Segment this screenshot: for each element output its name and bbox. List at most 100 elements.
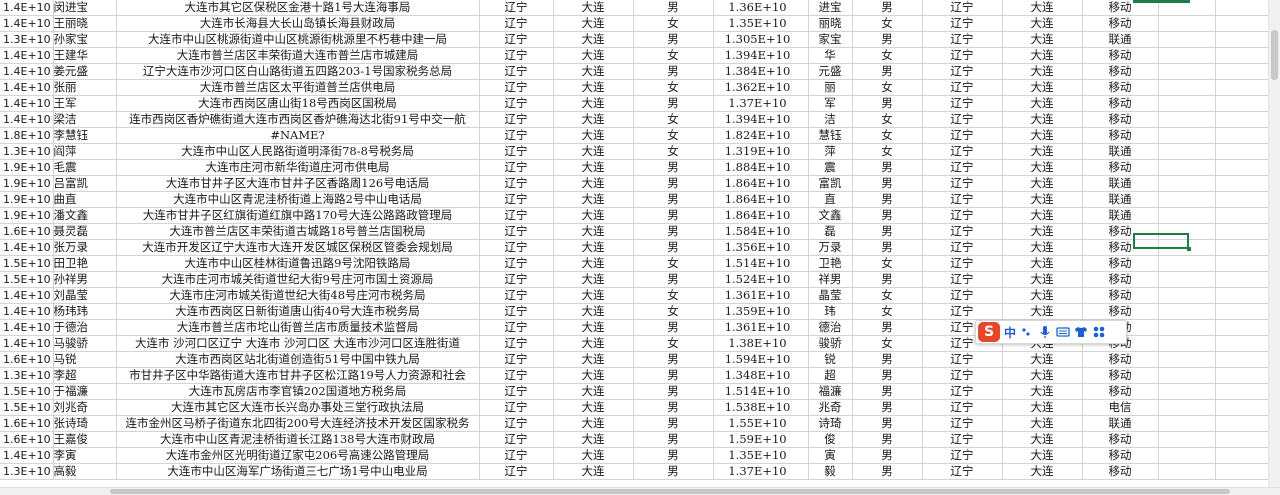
cell[interactable]: 移动 xyxy=(1082,15,1159,32)
cell[interactable]: 大连 xyxy=(1002,143,1083,160)
cell[interactable]: 男 xyxy=(633,463,714,480)
cell[interactable]: 大连市庄河市城关街道世纪大街9号庄河市国土资源局 xyxy=(116,271,480,288)
cell[interactable]: 女 xyxy=(633,79,714,96)
cell[interactable]: 辽宁 xyxy=(922,127,1003,144)
cell[interactable]: 女 xyxy=(633,15,714,32)
cell[interactable]: 晶莹 xyxy=(808,287,853,304)
cell[interactable]: 大连 xyxy=(553,383,634,400)
cell[interactable] xyxy=(1158,463,1216,480)
cell[interactable]: 女 xyxy=(633,143,714,160)
cell[interactable]: 辽宁 xyxy=(479,175,554,192)
cell[interactable]: 1.35E+10 xyxy=(713,447,809,464)
cell[interactable]: 吕富凯 xyxy=(53,175,117,192)
cell[interactable]: 移动 xyxy=(1082,79,1159,96)
cell[interactable]: 大连 xyxy=(553,111,634,128)
cell[interactable]: 移动 xyxy=(1082,223,1159,240)
cell[interactable]: 1.59E+10 xyxy=(713,431,809,448)
cell[interactable]: 1.5E+10 xyxy=(0,255,54,272)
cell[interactable]: 男 xyxy=(633,239,714,256)
cell[interactable]: 辽宁 xyxy=(922,367,1003,384)
cell[interactable]: 辽宁 xyxy=(479,95,554,112)
cell[interactable]: 辽宁 xyxy=(922,175,1003,192)
cell[interactable]: 辽宁 xyxy=(479,0,554,16)
cell[interactable]: 男 xyxy=(633,175,714,192)
cell[interactable]: 女 xyxy=(633,47,714,64)
cell[interactable]: 1.6E+10 xyxy=(0,431,54,448)
cell[interactable]: 1.362E+10 xyxy=(713,79,809,96)
cell[interactable]: 1.824E+10 xyxy=(713,127,809,144)
cell[interactable]: 大连 xyxy=(1002,31,1083,48)
cell[interactable] xyxy=(1158,415,1216,432)
cell[interactable]: 元盛 xyxy=(808,63,853,80)
cell[interactable]: 辽宁 xyxy=(479,463,554,480)
cell[interactable]: 辽宁 xyxy=(922,143,1003,160)
cell[interactable]: 大连 xyxy=(1002,127,1083,144)
cell[interactable]: 大连 xyxy=(553,431,634,448)
cell[interactable] xyxy=(1158,207,1216,224)
cell[interactable]: 辽宁 xyxy=(922,239,1003,256)
cell[interactable]: 连市西岗区香炉礁街道大连市西岗区香炉礁海达北街91号中交一航 xyxy=(116,111,480,128)
cell[interactable]: 大连 xyxy=(553,95,634,112)
cell[interactable]: 辽宁 xyxy=(479,367,554,384)
cell[interactable]: 1.514E+10 xyxy=(713,383,809,400)
cell[interactable]: 辽宁 xyxy=(479,191,554,208)
cell[interactable]: 大连 xyxy=(1002,367,1083,384)
cell[interactable]: 1.4E+10 xyxy=(0,303,54,320)
cell[interactable]: 辽宁 xyxy=(479,47,554,64)
cell[interactable]: 男 xyxy=(852,383,923,400)
cell[interactable]: 辽宁 xyxy=(479,79,554,96)
cell[interactable] xyxy=(1158,143,1216,160)
cell[interactable]: 阎萍 xyxy=(53,143,117,160)
cell[interactable]: 大连 xyxy=(553,335,634,352)
cell[interactable]: 大连 xyxy=(1002,79,1083,96)
cell[interactable]: 1.9E+10 xyxy=(0,207,54,224)
cell[interactable]: 大连 xyxy=(553,15,634,32)
cell[interactable]: 联通 xyxy=(1082,175,1159,192)
cell[interactable]: 男 xyxy=(633,63,714,80)
cell[interactable]: 大连 xyxy=(553,447,634,464)
cell[interactable]: 寅 xyxy=(808,447,853,464)
cell[interactable] xyxy=(1158,0,1216,16)
cell[interactable]: 1.361E+10 xyxy=(713,319,809,336)
cell[interactable]: 男 xyxy=(633,431,714,448)
cell[interactable]: 丽晓 xyxy=(808,15,853,32)
cell[interactable]: 辽宁 xyxy=(479,111,554,128)
cell[interactable] xyxy=(1158,271,1216,288)
cell[interactable]: 王丽晓 xyxy=(53,15,117,32)
cell[interactable]: 联通 xyxy=(1082,143,1159,160)
cell[interactable]: 1.4E+10 xyxy=(0,95,54,112)
cell[interactable]: 1.4E+10 xyxy=(0,287,54,304)
cell[interactable]: 震 xyxy=(808,159,853,176)
cell[interactable]: 大连 xyxy=(553,31,634,48)
cell[interactable]: 慧钰 xyxy=(808,127,853,144)
cell[interactable]: 1.5E+10 xyxy=(0,271,54,288)
cell[interactable]: 1.4E+10 xyxy=(0,63,54,80)
cell[interactable]: 移动 xyxy=(1082,303,1159,320)
cell[interactable] xyxy=(1158,95,1216,112)
cell[interactable]: 辽宁 xyxy=(479,207,554,224)
cell[interactable]: 辽宁 xyxy=(922,383,1003,400)
cell[interactable]: 军 xyxy=(808,95,853,112)
cell[interactable]: 大连 xyxy=(553,79,634,96)
cell[interactable]: 移动 xyxy=(1082,431,1159,448)
cell[interactable]: 男 xyxy=(852,271,923,288)
cell[interactable]: 大连 xyxy=(1002,207,1083,224)
cell[interactable]: 男 xyxy=(633,31,714,48)
cell[interactable]: 1.359E+10 xyxy=(713,303,809,320)
cell[interactable]: 大连 xyxy=(1002,463,1083,480)
cell[interactable]: 辽宁 xyxy=(922,255,1003,272)
cell[interactable]: 马锐 xyxy=(53,351,117,368)
cell[interactable] xyxy=(1158,351,1216,368)
cell[interactable]: 移动 xyxy=(1082,271,1159,288)
cell[interactable]: 1.864E+10 xyxy=(713,191,809,208)
cell[interactable] xyxy=(1158,367,1216,384)
cell[interactable]: 移动 xyxy=(1082,255,1159,272)
cell[interactable] xyxy=(1158,127,1216,144)
cell[interactable]: 辽宁 xyxy=(922,447,1003,464)
cell[interactable]: 连市金州区马桥子街道东北四街200号大连经济技术开发区国家税务 xyxy=(116,415,480,432)
cell[interactable]: 大连 xyxy=(1002,175,1083,192)
cell[interactable]: 富凯 xyxy=(808,175,853,192)
cell[interactable]: 男 xyxy=(852,191,923,208)
cell[interactable]: 男 xyxy=(633,319,714,336)
